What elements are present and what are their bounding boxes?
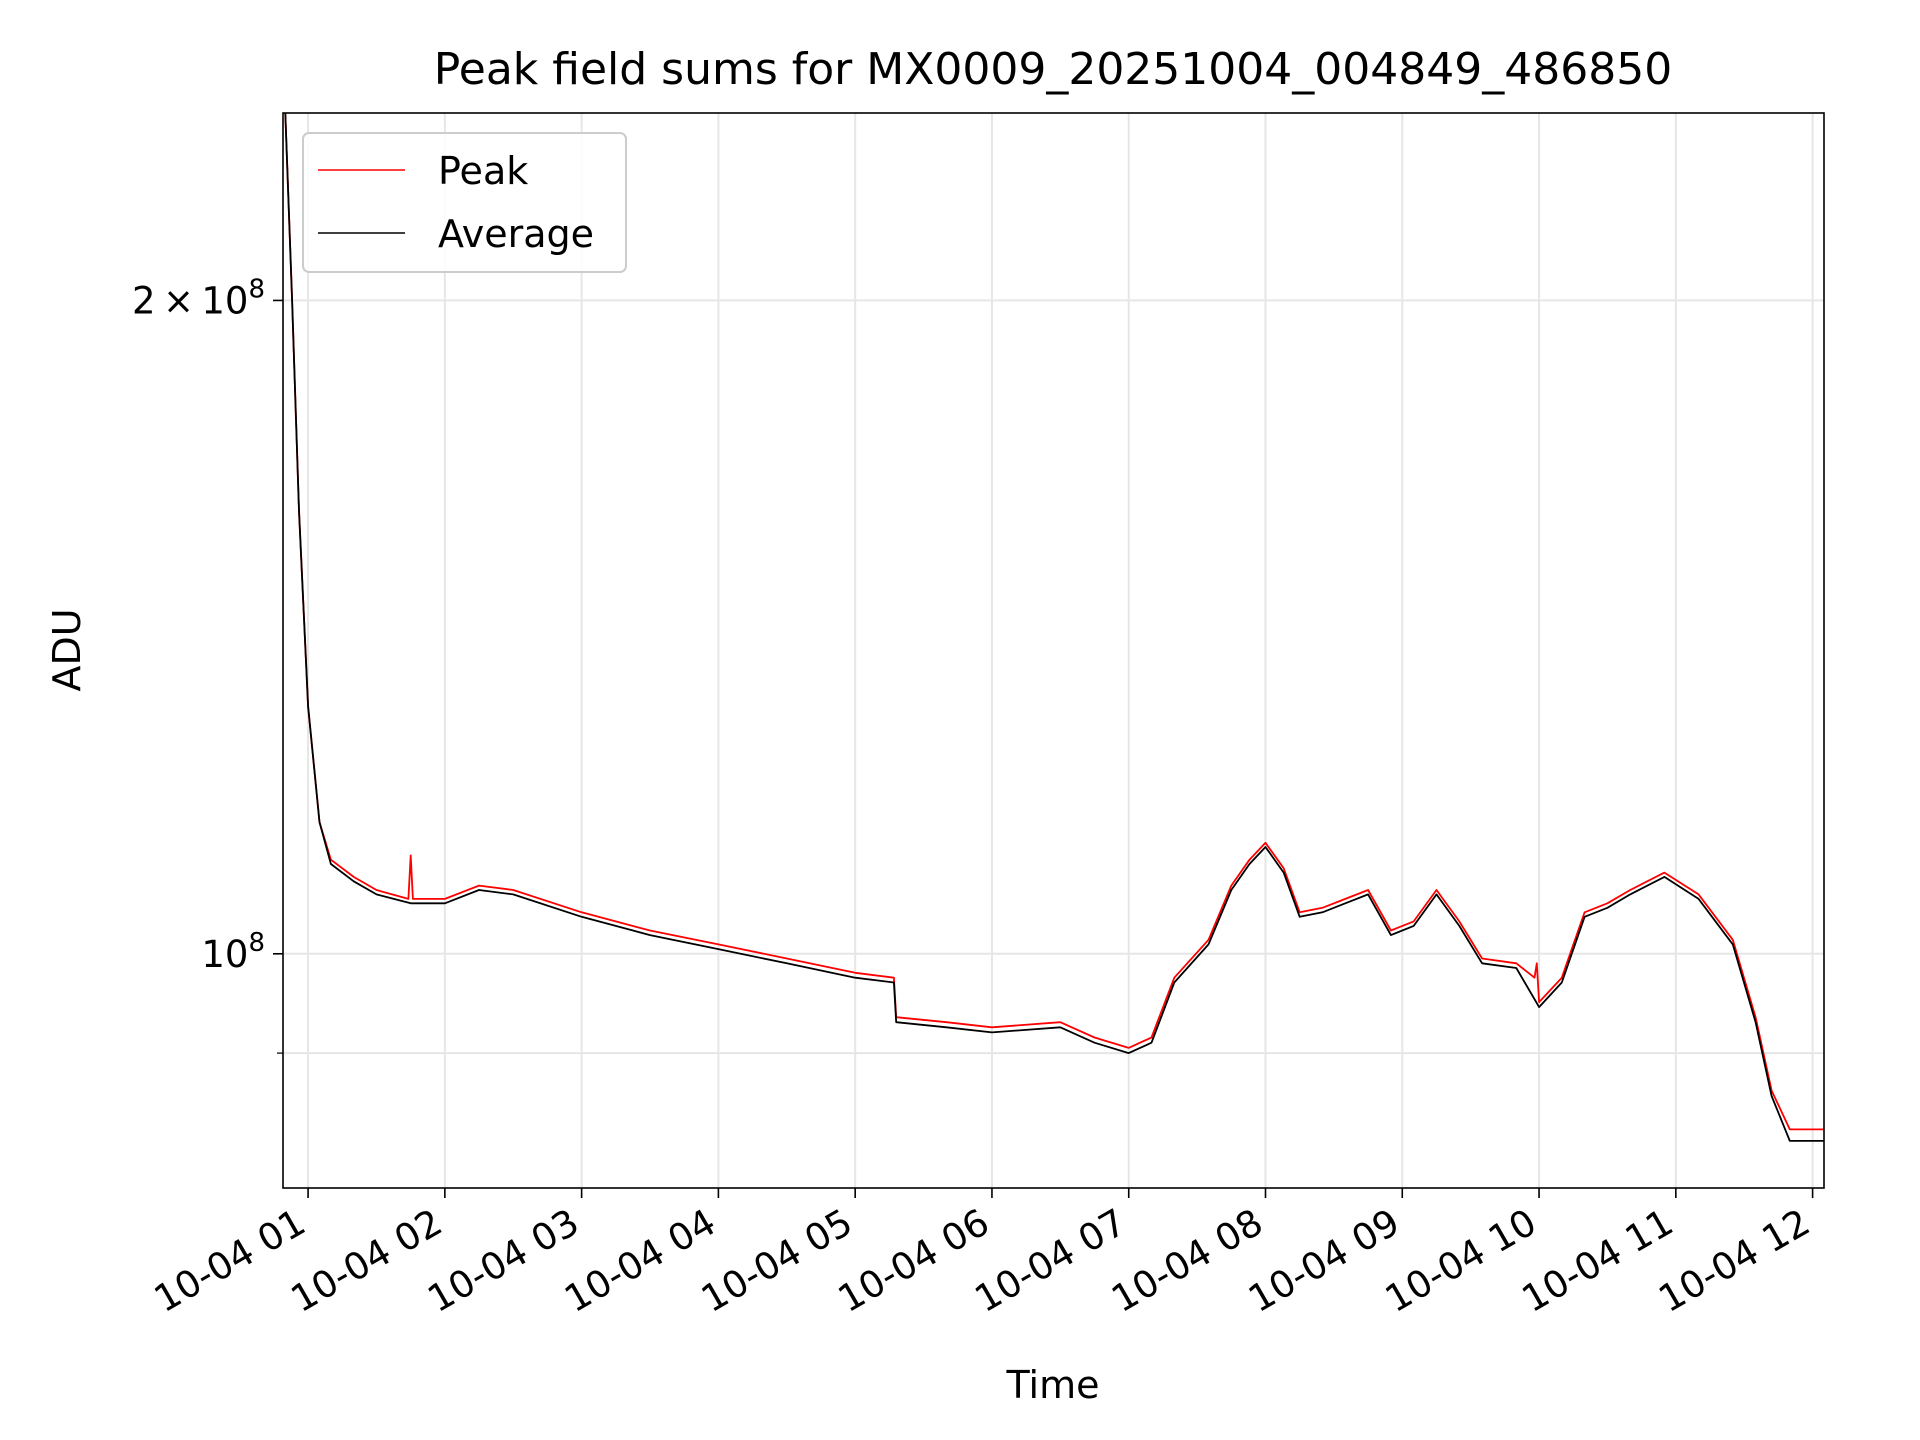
series-line-average xyxy=(284,113,1824,1142)
y-axis-label: ADU xyxy=(45,608,89,691)
plot-area xyxy=(284,113,1824,1142)
legend-label-average: Average xyxy=(438,212,594,256)
plot-frame xyxy=(282,112,1825,1189)
legend-box xyxy=(302,132,627,273)
x-axis-label: Time xyxy=(1006,1363,1100,1407)
y-tick-label: 108 xyxy=(201,928,265,976)
series-line-peak xyxy=(284,113,1824,1131)
chart-title: Peak field sums for MX0009_20251004_0048… xyxy=(434,44,1672,95)
grid xyxy=(283,113,1824,1188)
legend-label-peak: Peak xyxy=(438,149,528,193)
y-axis: 2 × 108 108 xyxy=(132,274,283,1054)
legend: Peak Average xyxy=(302,132,627,273)
y-tick-label: 2 × 108 xyxy=(132,274,265,322)
